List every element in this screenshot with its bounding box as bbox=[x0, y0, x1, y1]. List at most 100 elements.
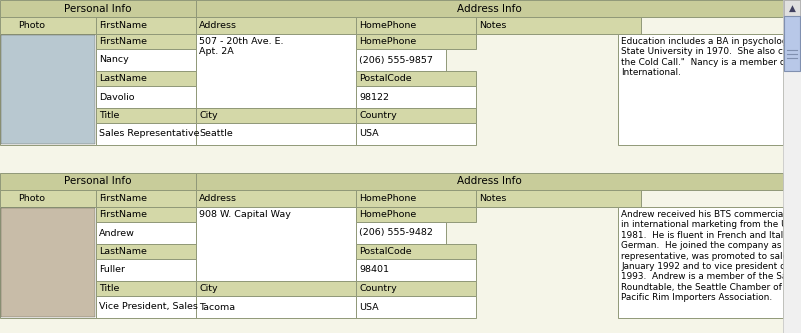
Text: Address: Address bbox=[199, 194, 237, 203]
Text: 507 - 20th Ave. E.
Apt. 2A: 507 - 20th Ave. E. Apt. 2A bbox=[199, 37, 284, 56]
Bar bbox=[0, 173, 196, 190]
Text: Davolio: Davolio bbox=[99, 93, 135, 102]
Text: HomePhone: HomePhone bbox=[359, 194, 417, 203]
Text: Address: Address bbox=[199, 21, 237, 30]
Bar bbox=[356, 281, 476, 296]
Bar bbox=[0, 190, 96, 207]
Bar bbox=[96, 259, 196, 281]
Text: FirstName: FirstName bbox=[99, 21, 147, 30]
Bar bbox=[96, 190, 196, 207]
Text: USA: USA bbox=[359, 130, 379, 139]
Bar bbox=[196, 190, 356, 207]
Bar bbox=[0, 0, 196, 17]
Text: City: City bbox=[199, 284, 218, 293]
Bar bbox=[96, 49, 196, 71]
Bar bbox=[196, 207, 356, 281]
Bar bbox=[96, 86, 196, 108]
Bar bbox=[196, 34, 356, 108]
Bar bbox=[356, 296, 476, 318]
Bar bbox=[618, 34, 783, 145]
Text: 98401: 98401 bbox=[359, 265, 389, 274]
Text: Personal Info: Personal Info bbox=[64, 4, 131, 14]
Bar bbox=[96, 34, 196, 49]
Bar bbox=[196, 296, 356, 318]
Bar bbox=[356, 71, 476, 86]
Bar bbox=[356, 86, 476, 108]
Bar bbox=[196, 281, 356, 296]
Text: FirstName: FirstName bbox=[99, 194, 147, 203]
Bar bbox=[783, 0, 801, 333]
Bar bbox=[356, 259, 476, 281]
Bar bbox=[96, 123, 196, 145]
Bar bbox=[476, 190, 641, 207]
Text: Tacoma: Tacoma bbox=[199, 302, 235, 311]
Text: Personal Info: Personal Info bbox=[64, 176, 131, 186]
Bar bbox=[196, 123, 356, 145]
Text: Country: Country bbox=[359, 111, 396, 120]
Bar bbox=[784, 0, 800, 16]
Bar bbox=[96, 222, 196, 244]
Text: USA: USA bbox=[359, 302, 379, 311]
Bar bbox=[356, 34, 476, 49]
Text: Andrew: Andrew bbox=[99, 228, 135, 237]
Bar bbox=[356, 49, 446, 71]
Text: Country: Country bbox=[359, 284, 396, 293]
Bar bbox=[784, 16, 800, 71]
Text: PostalCode: PostalCode bbox=[359, 247, 412, 256]
Text: Notes: Notes bbox=[479, 194, 506, 203]
Text: FirstName: FirstName bbox=[99, 210, 147, 219]
Text: Fuller: Fuller bbox=[99, 265, 125, 274]
Bar bbox=[196, 173, 783, 190]
Text: HomePhone: HomePhone bbox=[359, 210, 417, 219]
Text: HomePhone: HomePhone bbox=[359, 37, 417, 46]
Text: Vice President, Sales: Vice President, Sales bbox=[99, 302, 198, 311]
Text: Title: Title bbox=[99, 111, 119, 120]
Text: Andrew received his BTS commercial in 1974 and a Ph.D.
in international marketin: Andrew received his BTS commercial in 19… bbox=[621, 210, 801, 302]
Bar bbox=[356, 17, 476, 34]
Bar bbox=[618, 207, 783, 318]
Text: Seattle: Seattle bbox=[199, 130, 233, 139]
Bar bbox=[96, 108, 196, 123]
Text: FirstName: FirstName bbox=[99, 37, 147, 46]
Bar bbox=[96, 296, 196, 318]
Text: 98122: 98122 bbox=[359, 93, 389, 102]
Text: Education includes a BA in psychology from Colorado
State University in 1970.  S: Education includes a BA in psychology fr… bbox=[621, 37, 801, 77]
Bar bbox=[1, 35, 95, 144]
Bar bbox=[356, 207, 476, 222]
Text: Photo: Photo bbox=[18, 194, 45, 203]
Text: PostalCode: PostalCode bbox=[359, 74, 412, 83]
Bar bbox=[96, 244, 196, 259]
Bar bbox=[1, 208, 95, 317]
Text: LastName: LastName bbox=[99, 247, 147, 256]
Text: Address Info: Address Info bbox=[457, 4, 522, 14]
Bar bbox=[196, 108, 356, 123]
Bar bbox=[196, 0, 783, 17]
Bar bbox=[356, 244, 476, 259]
Text: City: City bbox=[199, 111, 218, 120]
Text: LastName: LastName bbox=[99, 74, 147, 83]
Bar bbox=[196, 17, 356, 34]
Bar bbox=[0, 207, 96, 318]
Text: Sales Representative: Sales Representative bbox=[99, 130, 199, 139]
Bar bbox=[476, 17, 641, 34]
Text: (206) 555-9857: (206) 555-9857 bbox=[359, 56, 433, 65]
Text: Title: Title bbox=[99, 284, 119, 293]
Text: ▲: ▲ bbox=[788, 4, 795, 13]
Bar bbox=[96, 17, 196, 34]
Bar bbox=[96, 207, 196, 222]
Bar bbox=[356, 108, 476, 123]
Text: Nancy: Nancy bbox=[99, 56, 129, 65]
Text: (206) 555-9482: (206) 555-9482 bbox=[359, 228, 433, 237]
Text: Photo: Photo bbox=[18, 21, 45, 30]
Bar bbox=[96, 281, 196, 296]
Bar bbox=[356, 190, 476, 207]
Bar bbox=[0, 17, 96, 34]
Bar bbox=[356, 123, 476, 145]
Text: Address Info: Address Info bbox=[457, 176, 522, 186]
Text: 908 W. Capital Way: 908 W. Capital Way bbox=[199, 210, 291, 219]
Text: Notes: Notes bbox=[479, 21, 506, 30]
Bar bbox=[0, 34, 96, 145]
Bar bbox=[96, 71, 196, 86]
Bar bbox=[356, 222, 446, 244]
Text: HomePhone: HomePhone bbox=[359, 21, 417, 30]
